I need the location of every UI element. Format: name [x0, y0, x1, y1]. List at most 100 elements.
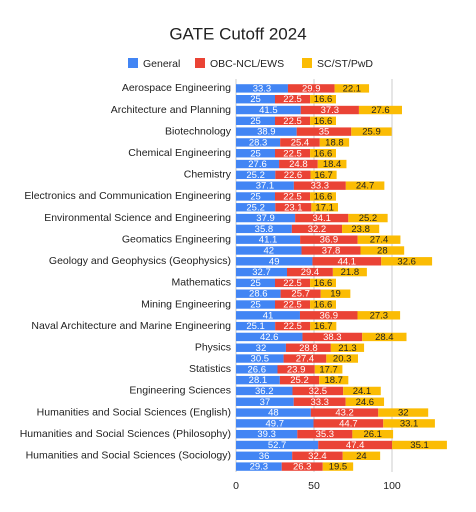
data-label: 25.9 — [362, 127, 381, 138]
data-label: 32 — [256, 343, 267, 354]
bar-segment — [236, 419, 314, 428]
data-label: 29.4 — [301, 267, 320, 278]
data-label: 35 — [319, 127, 330, 138]
data-label: 30.5 — [251, 354, 270, 365]
data-label: 28.6 — [249, 289, 268, 300]
bar-segment — [345, 397, 385, 406]
bar-segment — [275, 278, 311, 288]
data-label: 22.5 — [283, 191, 302, 202]
data-label: 28.3 — [249, 137, 268, 148]
data-label: 16.6 — [314, 148, 333, 159]
bar-segment — [299, 311, 358, 320]
data-label: 36.9 — [320, 235, 339, 246]
bar-segment — [236, 267, 288, 277]
data-label: 26.1 — [363, 429, 382, 440]
data-label: 37.1 — [256, 181, 275, 192]
bar-segment — [236, 224, 292, 234]
bar-segment — [236, 192, 275, 201]
bar-segment — [301, 246, 361, 255]
data-label: 16.6 — [314, 278, 333, 289]
data-label: 36.9 — [319, 310, 338, 321]
bar-segment — [236, 440, 319, 450]
bar-segment — [236, 289, 281, 298]
bar-segment — [326, 354, 358, 363]
bar-segment — [330, 343, 365, 352]
data-label: 32.2 — [308, 224, 327, 235]
y-tick-label: Mathematics — [171, 277, 231, 289]
bar-segment — [342, 451, 381, 460]
y-tick-label: Aerospace Engineering — [122, 82, 231, 94]
bar-segment — [236, 213, 296, 223]
data-label: 27.3 — [370, 310, 389, 321]
data-label: 22.5 — [283, 300, 302, 311]
bar-segment — [296, 127, 352, 136]
y-tick-label: Geology and Geophysics (Geophysics) — [49, 255, 231, 267]
bar-segment — [236, 311, 300, 320]
data-label: 27.6 — [248, 159, 267, 170]
data-label: 33.3 — [310, 397, 329, 408]
bar-segment — [345, 181, 385, 190]
bar-segment — [313, 419, 384, 428]
data-label: 22.5 — [283, 116, 302, 127]
data-label: 37.9 — [256, 213, 275, 224]
data-label: 35.3 — [316, 429, 335, 440]
bar-segment — [310, 408, 379, 417]
y-tick-label: Humanities and Social Sciences (Sociolog… — [26, 450, 231, 462]
data-label: 18.4 — [323, 159, 342, 170]
data-label: 37.3 — [321, 105, 340, 116]
data-label: 20.3 — [333, 354, 352, 365]
data-label: 25.2 — [246, 202, 265, 213]
y-tick-label: Statistics — [189, 363, 231, 375]
data-label: 34.1 — [312, 213, 331, 224]
data-label: 52.7 — [268, 440, 287, 451]
bar-segment — [275, 203, 312, 212]
bar-segment — [236, 408, 311, 417]
bar-segment — [236, 343, 286, 352]
y-tick-label: Naval Architecture and Marine Engineerin… — [31, 320, 231, 332]
data-label: 27.4 — [296, 354, 315, 365]
data-label: 25 — [250, 278, 261, 289]
x-tick-label: 50 — [308, 480, 320, 492]
bar-segment — [351, 127, 392, 136]
data-label: 25 — [250, 148, 261, 159]
bar-segment — [275, 300, 311, 309]
data-label: 26.3 — [293, 462, 312, 473]
data-label: 32.7 — [252, 267, 271, 278]
data-label: 36.2 — [255, 386, 274, 397]
y-tick-label: Mining Engineering — [141, 298, 231, 310]
bar-segment — [334, 84, 370, 93]
bar-segment — [236, 257, 313, 266]
bar-segment — [292, 451, 343, 460]
bar-segment — [236, 203, 276, 212]
bar-segment — [297, 429, 353, 439]
data-label: 16.6 — [314, 300, 333, 311]
bar-segment — [332, 267, 367, 277]
data-label: 25 — [250, 116, 261, 127]
data-label: 24.6 — [356, 397, 375, 408]
y-tick-label: Physics — [195, 342, 231, 354]
legend-swatch — [302, 58, 312, 68]
bar-segment — [236, 105, 301, 115]
bar-segment — [285, 343, 331, 352]
legend-label: SC/ST/PwD — [317, 58, 373, 70]
bar-segment — [280, 138, 320, 147]
bar-segment — [360, 246, 405, 255]
data-label: 35.1 — [410, 440, 429, 451]
bar-segment — [392, 440, 447, 450]
bar-segment — [310, 116, 336, 126]
data-label: 17.1 — [315, 202, 334, 213]
bar-segment — [310, 149, 336, 158]
data-label: 47.4 — [346, 440, 365, 451]
bar-segment — [236, 451, 293, 460]
y-tick-label: Electronics and Communication Engineerin… — [24, 190, 231, 202]
bar-segment — [236, 278, 275, 288]
bar-segment — [318, 440, 393, 450]
data-label: 25.1 — [246, 321, 265, 332]
bar-segment — [275, 116, 311, 126]
bar-segment — [236, 138, 281, 147]
bar-segment — [300, 235, 358, 244]
bar-segment — [310, 192, 336, 201]
data-label: 38.3 — [323, 332, 342, 343]
bar-segment — [310, 321, 337, 331]
